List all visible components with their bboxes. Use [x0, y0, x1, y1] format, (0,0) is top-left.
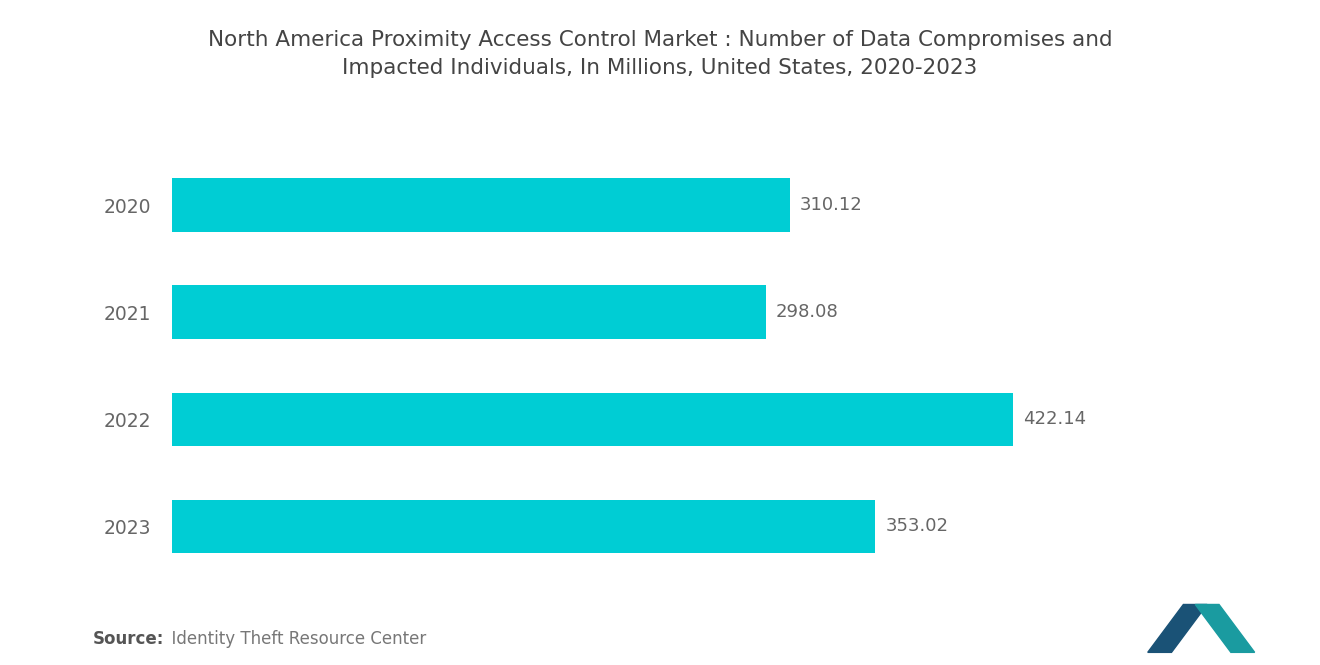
Text: North America Proximity Access Control Market : Number of Data Compromises and
I: North America Proximity Access Control M… [207, 30, 1113, 78]
Polygon shape [1196, 604, 1254, 652]
Text: 353.02: 353.02 [886, 517, 948, 535]
Text: 298.08: 298.08 [776, 303, 838, 321]
Bar [172, 178, 789, 232]
Polygon shape [1148, 604, 1206, 652]
Text: 310.12: 310.12 [800, 196, 862, 214]
Bar [172, 499, 875, 553]
Text: 422.14: 422.14 [1023, 410, 1086, 428]
Text: Identity Theft Resource Center: Identity Theft Resource Center [161, 630, 426, 648]
Bar [172, 285, 766, 339]
Text: Source:: Source: [92, 630, 164, 648]
Bar [172, 392, 1014, 446]
